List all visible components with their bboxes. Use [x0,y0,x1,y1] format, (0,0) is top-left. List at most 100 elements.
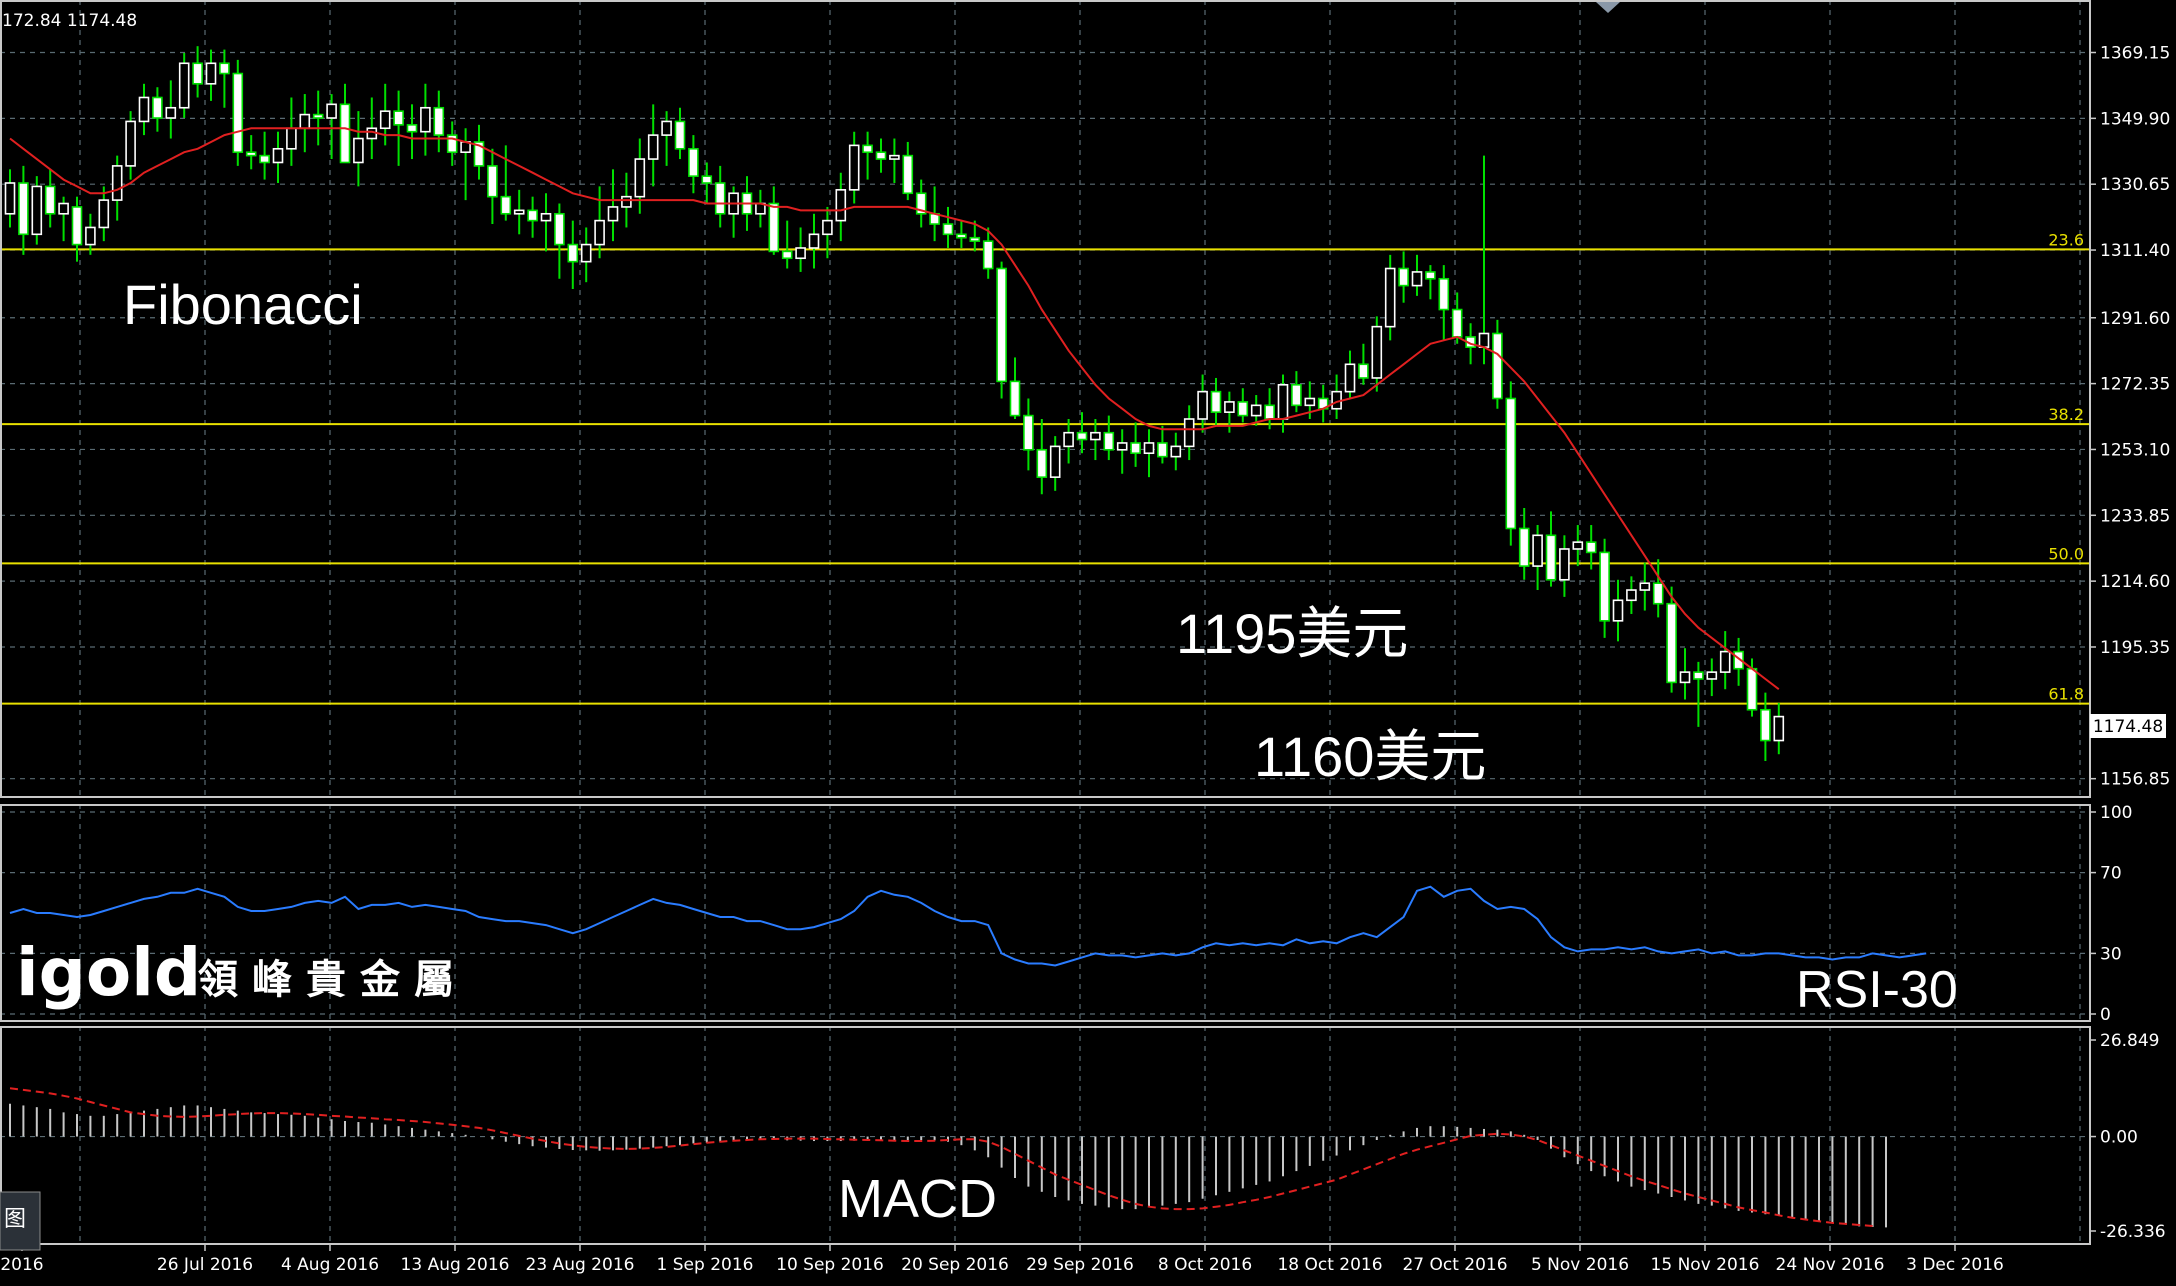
candle-body [996,267,1007,383]
candle-body [1746,667,1758,711]
candle [393,90,404,166]
candle [58,196,69,242]
candlestick-series[interactable] [4,46,1785,762]
candle [1009,357,1021,420]
candle-body [1023,414,1034,451]
candle [232,59,244,166]
igold-logo: igold 領峰貴金屬 [16,934,454,1011]
candle-body [500,195,512,215]
panel-frame [0,0,2091,798]
candle [1719,631,1731,690]
candle [1559,535,1570,597]
chart-shift-marker-icon[interactable] [1596,2,1620,13]
candle [1143,429,1155,478]
candle-body [795,247,806,260]
x-tick-label: 27 Oct 2016 [1402,1255,1507,1275]
candle [1532,525,1543,591]
candle [1626,576,1637,614]
candle-body [353,137,364,164]
candle [554,203,565,279]
candle-body [420,106,431,133]
annotation-level-upper: 1195美元 [1176,602,1408,665]
candle-body [1036,448,1048,478]
candle-body [31,185,43,236]
candle-body [862,144,873,154]
candle-body [165,106,177,119]
candle [1183,405,1195,461]
candle-body [915,192,927,215]
candle [473,124,485,180]
candle-body [1425,271,1436,280]
candle-body [1130,442,1141,455]
candle [835,172,847,242]
candle [138,83,150,136]
fibonacci-levels: 23.6 38.2 50.0 61.8 [0,230,2090,705]
candle-body [1652,582,1664,605]
candle-body [1398,267,1409,287]
candle [1049,436,1061,491]
y-tick-label: 1369.15 [2100,44,2170,64]
fibonacci-label: 38.2 [2048,405,2084,424]
corner-button[interactable]: 图 [0,1191,41,1251]
candle-body [312,113,324,119]
candle-body [956,233,967,239]
candle [1398,251,1409,303]
candle-body [232,72,244,154]
candle [527,196,538,238]
candle-body [768,202,780,253]
rsi-panel[interactable] [9,885,1927,967]
y-tick-label: 1311.40 [2100,241,2170,261]
candle [487,148,498,225]
candle-body [259,154,270,164]
candle-body [446,134,458,154]
candle [1612,579,1624,642]
candle [1371,316,1383,392]
candle [1425,265,1436,300]
candle-body [433,106,445,136]
candle [1036,419,1048,495]
candle-body [1103,431,1115,451]
candle-body [339,103,351,164]
candle [1599,538,1610,638]
candle-body [1344,363,1356,393]
candle-body [1478,332,1490,348]
annotation-fibonacci: Fibonacci [123,273,363,336]
candle [795,227,806,272]
candle-body [889,154,900,160]
candle [875,138,887,173]
candle-body [1559,548,1570,581]
candle-body [661,120,672,136]
candle-body [982,240,994,270]
candle-body [473,141,485,167]
x-tick-label: 15 Nov 2016 [1651,1255,1760,1275]
candle [1023,398,1034,471]
candle-body [580,243,592,263]
candle [942,206,954,248]
candle [326,94,337,160]
candle-body [71,206,83,246]
candle-body [1063,431,1074,448]
candle [1130,422,1141,467]
candle [312,90,324,146]
candle-body [1183,418,1195,448]
candle-body [781,250,793,260]
candle [1652,559,1664,618]
candle-body [1264,404,1275,420]
candle [607,169,619,242]
candle [822,206,833,259]
x-tick-label: 23 Aug 2016 [526,1255,635,1275]
candle [513,189,525,235]
candle-body [1384,267,1396,328]
candle-body [205,62,217,85]
candle-body [1049,445,1061,478]
candle [848,131,860,204]
candle-body [272,147,284,164]
candle [580,227,592,283]
candle [125,111,136,180]
candle-body [527,209,538,222]
candle-body [58,202,69,215]
candle [1210,377,1222,426]
y-tick-label: 1291.60 [2100,309,2170,329]
x-tick-label: 29 Sep 2016 [1026,1255,1134,1275]
